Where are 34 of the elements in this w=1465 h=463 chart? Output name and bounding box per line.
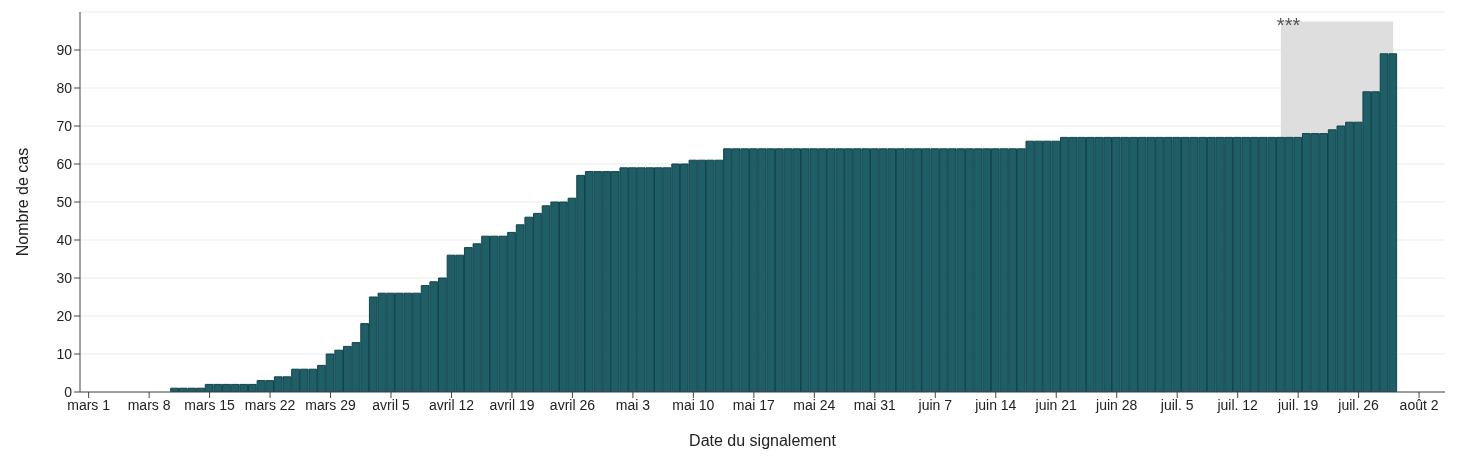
x-tick-label: mai 17	[732, 396, 776, 413]
y-tick-label: 60	[56, 155, 73, 172]
x-tick-label: juin 14	[974, 396, 1017, 413]
x-tick-label: juin 28	[1095, 396, 1138, 413]
y-tick-label: 10	[56, 345, 73, 362]
x-axis-title: Date du signalement	[689, 432, 837, 449]
x-tick-label: mai 31	[853, 396, 897, 413]
x-tick-label: juin 7	[917, 396, 953, 413]
y-tick-label: 50	[56, 193, 73, 210]
x-tick-label: mars 8	[127, 396, 171, 413]
y-tick-label: 20	[56, 307, 73, 324]
y-tick-label: 30	[56, 269, 73, 286]
x-tick-label: juil. 5	[1159, 396, 1194, 413]
y-tick-label: 40	[56, 231, 73, 248]
x-tick-label: mars 15	[184, 396, 236, 413]
y-tick-label: 80	[56, 79, 73, 96]
x-tick-label: mars 29	[305, 396, 357, 413]
x-tick-label: juil. 12	[1216, 396, 1259, 413]
x-tick-label: avril 5	[372, 396, 410, 413]
x-tick-label: juil. 19	[1276, 396, 1319, 413]
y-axis-title: Nombre de cas	[13, 147, 31, 257]
x-tick-label: mars 22	[244, 396, 296, 413]
x-tick-label: août 2	[1399, 396, 1439, 413]
y-tick-label: 90	[56, 41, 73, 58]
x-tick-label: mai 10	[672, 396, 715, 413]
x-tick-label: avril 12	[428, 396, 475, 413]
band-label: ***	[1276, 13, 1301, 36]
x-tick-label: avril 26	[549, 396, 596, 413]
x-tick-label: mai 24	[793, 396, 836, 413]
y-tick-label: 70	[56, 117, 73, 134]
x-tick-label: juil. 26	[1337, 396, 1380, 413]
x-tick-label: mai 3	[615, 396, 651, 413]
x-tick-label: avril 19	[489, 396, 535, 413]
x-tick-label: juin 21	[1034, 396, 1078, 413]
